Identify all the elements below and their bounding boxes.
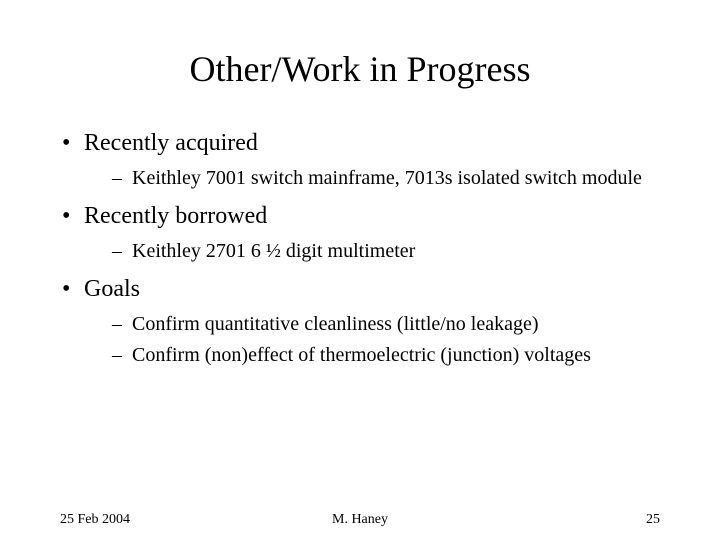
slide-content: Recently acquired Keithley 7001 switch m…	[60, 128, 660, 368]
bullet-level1: Recently acquired	[60, 128, 660, 158]
footer-page-number: 25	[646, 512, 660, 528]
bullet-level2: Keithley 7001 switch mainframe, 7013s is…	[60, 166, 660, 191]
bullet-level2: Confirm (non)effect of thermoelectric (j…	[60, 343, 660, 368]
bullet-level2: Keithley 2701 6 ½ digit multimeter	[60, 239, 660, 264]
bullet-level2: Confirm quantitative cleanliness (little…	[60, 312, 660, 337]
slide: Other/Work in Progress Recently acquired…	[0, 0, 720, 540]
footer-date: 25 Feb 2004	[60, 512, 130, 528]
bullet-level1: Goals	[60, 274, 660, 304]
bullet-group: Recently borrowed Keithley 2701 6 ½ digi…	[60, 201, 660, 264]
slide-title: Other/Work in Progress	[60, 48, 660, 90]
bullet-group: Goals Confirm quantitative cleanliness (…	[60, 274, 660, 368]
footer-author: M. Haney	[332, 512, 388, 528]
slide-footer: 25 Feb 2004 M. Haney 25	[60, 512, 660, 528]
bullet-level1: Recently borrowed	[60, 201, 660, 231]
bullet-group: Recently acquired Keithley 7001 switch m…	[60, 128, 660, 191]
